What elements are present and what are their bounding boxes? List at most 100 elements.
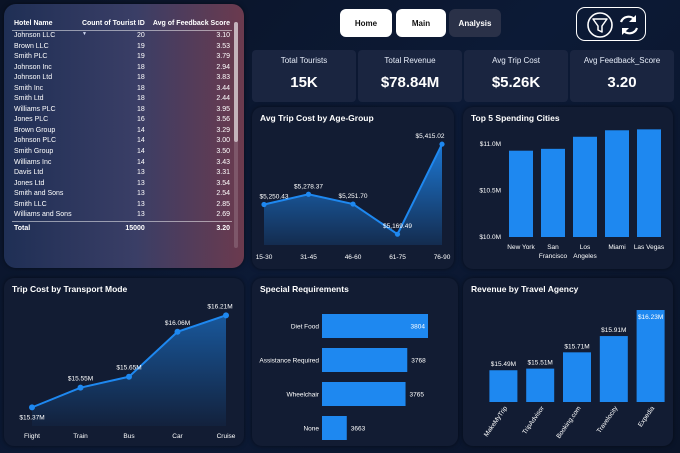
bar [322,382,406,406]
main-button[interactable]: Main [396,9,446,37]
kpi-value: 15K [290,74,318,91]
x-tick-label: Booking.com [555,405,582,440]
hotel-name-cell: Johnson PLC [14,137,57,145]
analysis-button[interactable]: Analysis [449,9,501,37]
chart-title: Revenue by Travel Agency [471,284,579,294]
feedback-score-cell: 2.54 [216,190,230,198]
x-tick-label: Expedia [637,405,656,429]
tourist-count-cell: 18 [137,63,145,71]
column-header-hotel-name[interactable]: Hotel Name [12,18,77,31]
data-point [29,404,35,411]
column-header-feedback-score[interactable]: Avg of Feedback Score [146,18,232,31]
table-row[interactable]: Jones PLC 16 3.56 [12,115,232,126]
bar [526,368,555,402]
x-tick-label: Bus [123,433,135,440]
data-label: $5,415.02 [416,133,445,140]
hotel-name-cell: Brown Group [14,126,56,134]
column-header-tourist-count[interactable]: Count of Tourist ID [76,18,147,31]
hotel-name-cell: Johnson Inc [14,63,52,71]
feedback-score-cell: 3.54 [216,179,230,187]
table-row[interactable]: Williams PLC 18 3.95 [12,105,232,116]
hotel-name-cell: Smith and Sons [14,190,64,198]
tourist-count-cell: 20 [137,32,145,39]
special-requirements-chart[interactable]: Diet Food 3804 Assistance Required 3768 Whee… [252,278,458,446]
kpi-label: Total Tourists [280,56,328,65]
refresh-icon[interactable] [619,15,639,35]
total-score-cell: 3.20 [146,220,232,235]
table-row[interactable]: Smith PLC 19 3.79 [12,52,232,63]
kpi-label: Avg Trip Cost [492,56,540,65]
data-label: $16.21M [207,303,232,310]
hotel-name-cell: Williams Inc [14,158,52,166]
x-tick-label: Las Vegas [634,244,665,251]
data-point [223,312,229,319]
tourist-count-cell: 19 [137,53,145,61]
hotel-name-cell: Smith Inc [14,84,44,92]
table-row[interactable]: Williams and Sons 13 2.69 [12,210,232,221]
table-row[interactable]: Smith and Sons 13 2.54 [12,189,232,200]
x-tick-label: 46-60 [345,254,362,261]
x-tick-label: San [547,244,559,251]
x-tick-label: TripAdvisor [521,404,546,435]
x-tick-label: Car [172,433,183,440]
data-label: $15.51M [528,360,553,367]
area-fill [264,144,442,245]
x-tick-label: 31-45 [300,254,317,261]
table-row[interactable]: Johnson Ltd 18 3.83 [12,73,232,84]
bar [509,150,533,237]
y-tick-label: None [303,426,319,433]
y-tick-label: $10.5M [479,188,501,195]
scrollbar-thumb[interactable] [234,22,238,142]
data-point [77,384,84,391]
table-row[interactable]: Smith LLC 13 2.85 [12,200,232,211]
chart-title: Avg Trip Cost by Age-Group [260,113,374,123]
kpi-avg-trip-cost: Avg Trip Cost $5.26K [464,50,568,102]
table-row[interactable]: Smith Group 14 3.50 [12,147,232,158]
table-row[interactable]: Jones Ltd 13 3.54 [12,179,232,190]
data-label: $5,251.70 [339,193,368,200]
feedback-score-cell: 2.94 [216,63,230,71]
bar [605,130,629,237]
feedback-score-cell: 3.00 [216,137,230,145]
data-label: $15.37M [19,414,44,421]
tourist-count-cell: 18 [137,84,145,92]
table-row[interactable]: Brown Group 14 3.29 [12,126,232,137]
feedback-score-cell: 3.79 [216,53,230,61]
area-fill [32,315,226,426]
x-tick-label: 61-75 [389,254,406,261]
age-group-chart[interactable]: $5,250.43 15-30 $5,278.37 31-45 $5,251.70 46-… [252,107,454,269]
data-label: $15.49M [491,361,516,368]
table-row[interactable]: Johnson Inc 18 2.94 [12,63,232,74]
transport-mode-chart[interactable]: $15.37M Flight $15.55M Train $15.65M Bus $16.0… [4,278,244,446]
chart-title: Trip Cost by Transport Mode [12,284,128,294]
home-button[interactable]: Home [340,9,392,37]
spending-cities-chart[interactable]: $10.0M $10.5M $11.0M New York San Francisco Lo… [463,107,673,269]
kpi-avg-feedback-score: Avg Feedback_Score 3.20 [570,50,674,102]
filter-icon[interactable] [587,12,613,38]
feedback-score-cell: 2.85 [216,200,230,208]
hotel-name-cell: Brown LLC [14,42,49,50]
sort-descending-icon[interactable]: ▼ [82,31,87,37]
data-point [261,201,267,208]
tourist-count-cell: 13 [137,190,145,198]
tourist-count-cell: 19 [137,42,145,50]
table-row[interactable]: Smith Ltd 18 2.44 [12,94,232,105]
table-row[interactable]: Johnson PLC 14 3.00 [12,136,232,147]
table-row[interactable]: Brown LLC 19 3.53 [12,42,232,53]
feedback-score-cell: 3.56 [216,116,230,124]
data-label: 3663 [351,426,366,433]
total-count-cell: 15000 [76,220,147,235]
x-tick-label: MakeMyTrip [483,405,509,438]
table-row[interactable]: Smith Inc 18 3.44 [12,84,232,95]
table-scrollbar[interactable] [234,22,238,248]
bar [563,352,591,402]
bar [636,310,665,402]
table-row[interactable]: Williams Inc 14 3.43 [12,158,232,169]
kpi-total-tourists: Total Tourists 15K [252,50,356,102]
travel-agency-chart[interactable]: $15.49M MakeMyTrip $15.51M TripAdvisor $15.7… [463,278,673,446]
table-row[interactable]: Davis Ltd 13 3.31 [12,168,232,179]
table-row[interactable]: Johnson LLC 20 3.10 [12,31,232,42]
tourist-count-cell: 13 [137,169,145,177]
hotel-table-panel: Hotel Name Count of Tourist ID Avg of Fe… [4,4,244,268]
x-tick-label: Travelocity [596,405,620,435]
